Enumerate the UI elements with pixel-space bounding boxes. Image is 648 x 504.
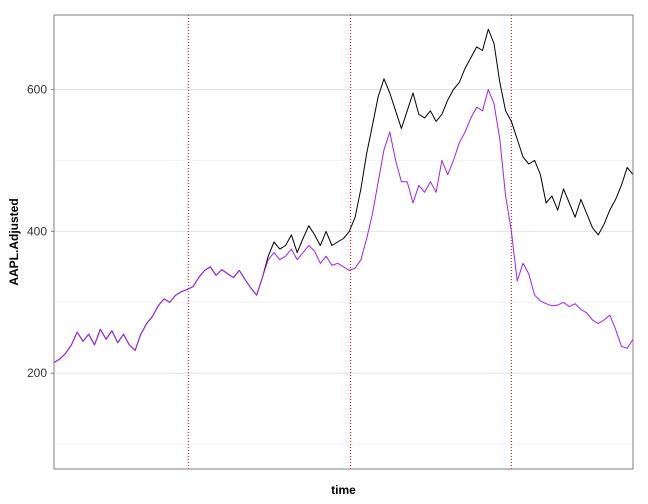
grid-lines: [54, 88, 633, 445]
event-markers: [187, 15, 512, 469]
plot-panel-border: [53, 14, 634, 470]
y-tick-label: 400: [27, 224, 47, 238]
series-lines: [53, 28, 634, 364]
plot-panel-background: [54, 15, 633, 469]
y-tick-label: 600: [27, 82, 47, 96]
y-axis-title: AAPL.Adjusted: [7, 198, 21, 285]
y-axis: 200 400 600: [27, 82, 54, 380]
series-line: [53, 89, 634, 364]
x-axis-title: time: [331, 483, 356, 497]
y-tick-label: 200: [27, 366, 47, 380]
